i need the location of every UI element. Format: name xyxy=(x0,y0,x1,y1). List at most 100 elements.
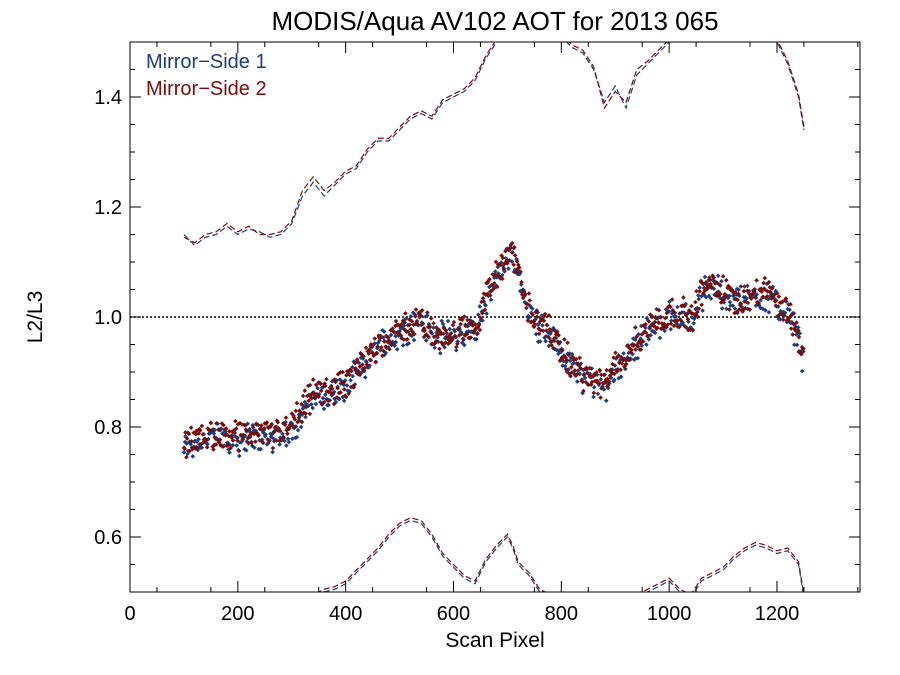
series-1-point xyxy=(321,406,327,412)
series-1-point xyxy=(452,329,458,334)
series-2-point xyxy=(760,294,765,300)
series-2-point xyxy=(274,438,279,443)
series-2-point xyxy=(580,379,585,385)
series-1-point xyxy=(381,329,387,334)
series-2-point xyxy=(275,420,281,425)
series-2-point xyxy=(778,311,783,316)
series-2-point xyxy=(623,361,629,367)
series-2-point xyxy=(512,244,517,250)
series-2-point xyxy=(250,424,256,430)
series-1-point xyxy=(696,296,702,302)
series-1-point xyxy=(487,284,492,290)
series-1-point xyxy=(696,293,701,298)
series-1-point xyxy=(727,299,733,305)
series-2-point xyxy=(693,299,698,305)
series-2-point xyxy=(324,389,330,394)
series-2-point xyxy=(289,411,295,416)
series-2-point xyxy=(491,280,497,286)
series-1-point xyxy=(270,449,275,455)
series-1-point xyxy=(708,296,714,301)
series-2-point xyxy=(246,440,251,446)
series-1-point xyxy=(662,328,667,334)
series-2-point xyxy=(726,283,731,289)
series-2-point xyxy=(239,422,245,427)
series-2-point xyxy=(792,326,797,331)
series-2-point xyxy=(254,430,260,436)
series-2-point xyxy=(258,426,264,431)
series-2-point xyxy=(410,329,415,334)
series-2-point xyxy=(216,427,222,432)
series-2-point xyxy=(685,316,691,322)
series-2-point xyxy=(418,313,424,318)
series-2-point xyxy=(341,380,347,385)
series-2-point xyxy=(491,286,497,291)
series-2-point xyxy=(428,329,434,334)
series-2-point xyxy=(404,329,409,334)
series-2-point xyxy=(596,380,602,386)
series-1-point xyxy=(440,321,446,327)
series-2-point xyxy=(319,402,325,407)
series-2-point xyxy=(610,361,615,367)
series-1-point xyxy=(648,333,654,338)
x-tick-label: 200 xyxy=(221,603,254,625)
series-2-point xyxy=(463,323,469,329)
series-2-point xyxy=(655,325,660,331)
series-2-point xyxy=(216,439,222,445)
series-1-point xyxy=(295,427,301,433)
series-1-point xyxy=(423,338,429,343)
series-2-point xyxy=(752,286,758,292)
series-1-point xyxy=(578,361,584,366)
series-2-point xyxy=(508,245,514,250)
series-2-point xyxy=(592,371,597,377)
series-1-point xyxy=(549,328,555,333)
series-2-point xyxy=(613,367,619,373)
series-2-point xyxy=(354,357,360,363)
legend-entry-mirror-side-2: Mirror−Side 2 xyxy=(146,78,267,100)
series-2-point xyxy=(249,430,255,436)
series-2-point xyxy=(240,437,246,442)
series-2-point xyxy=(192,446,198,451)
series-2-point xyxy=(489,282,494,288)
series-2-point xyxy=(695,309,700,315)
x-tick-label: 400 xyxy=(329,603,362,625)
series-1-point xyxy=(342,378,348,383)
series-2-point xyxy=(293,408,299,414)
series-2-point xyxy=(762,275,768,281)
x-tick-label: 800 xyxy=(545,603,578,625)
series-2-point xyxy=(627,345,632,351)
series-2-point xyxy=(460,317,465,322)
series-1-point xyxy=(380,328,385,333)
series-2-point xyxy=(584,365,589,371)
series-1-point xyxy=(432,345,437,351)
series-2-point xyxy=(536,331,542,337)
series-1-point xyxy=(719,306,725,311)
series-1-point xyxy=(438,350,443,356)
series-2-point xyxy=(284,427,289,433)
series-2-point xyxy=(437,346,442,352)
series-2-point xyxy=(506,247,512,252)
series-1-point xyxy=(494,275,500,280)
series-2-point xyxy=(267,438,272,444)
series-1-point xyxy=(242,446,247,452)
series-2-point xyxy=(521,288,527,294)
series-1-point xyxy=(529,306,535,311)
series-2-point xyxy=(235,421,241,427)
series-1-point xyxy=(688,324,693,330)
y-tick-label: 0.6 xyxy=(94,527,122,549)
series-2-point xyxy=(191,430,196,436)
series-2-point xyxy=(443,340,448,345)
series-2-point xyxy=(458,321,463,327)
series-2-point xyxy=(684,311,690,316)
series-2-point xyxy=(381,348,386,354)
series-1-point xyxy=(792,342,797,348)
series-1-point xyxy=(299,412,305,417)
series-2-point xyxy=(562,337,567,342)
series-2-point xyxy=(564,357,570,363)
series-2-point xyxy=(705,282,711,288)
series-2-point xyxy=(624,343,630,349)
series-1-point xyxy=(372,341,378,346)
series-1-point xyxy=(795,325,801,330)
series-1-point xyxy=(263,432,268,437)
series-2-point xyxy=(306,398,312,403)
series-1-point xyxy=(340,394,346,400)
